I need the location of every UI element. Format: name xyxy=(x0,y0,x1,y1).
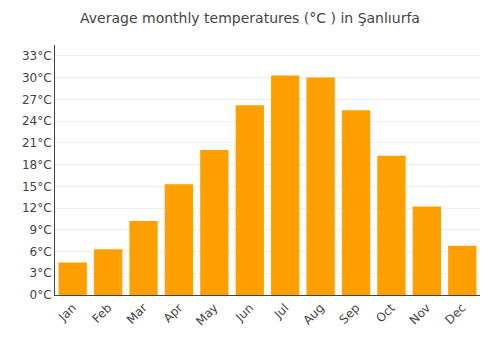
svg-text:Nov: Nov xyxy=(407,301,433,327)
svg-text:Feb: Feb xyxy=(90,301,115,326)
svg-text:9°C: 9°C xyxy=(30,223,52,237)
svg-text:24°C: 24°C xyxy=(22,114,52,128)
svg-text:Mar: Mar xyxy=(124,301,150,327)
svg-text:30°C: 30°C xyxy=(22,71,52,85)
svg-text:Average monthly temperatures (: Average monthly temperatures (°C ) in Şa… xyxy=(80,10,420,26)
svg-text:Dec: Dec xyxy=(442,301,468,327)
svg-text:21°C: 21°C xyxy=(22,136,52,150)
svg-text:33°C: 33°C xyxy=(22,49,52,63)
svg-text:Jan: Jan xyxy=(55,301,79,325)
svg-text:12°C: 12°C xyxy=(22,201,52,215)
svg-text:Sep: Sep xyxy=(337,301,363,327)
svg-text:0°C: 0°C xyxy=(30,288,52,302)
svg-text:27°C: 27°C xyxy=(22,93,52,107)
svg-text:18°C: 18°C xyxy=(22,158,52,172)
svg-text:6°C: 6°C xyxy=(30,245,52,259)
svg-text:Oct: Oct xyxy=(373,301,398,326)
svg-text:Apr: Apr xyxy=(161,301,186,326)
svg-text:3°C: 3°C xyxy=(30,266,52,280)
svg-text:Aug: Aug xyxy=(301,301,327,327)
svg-text:Jul: Jul xyxy=(271,301,292,322)
svg-text:Jun: Jun xyxy=(232,301,256,325)
svg-text:15°C: 15°C xyxy=(22,180,52,194)
svg-text:May: May xyxy=(193,301,220,328)
